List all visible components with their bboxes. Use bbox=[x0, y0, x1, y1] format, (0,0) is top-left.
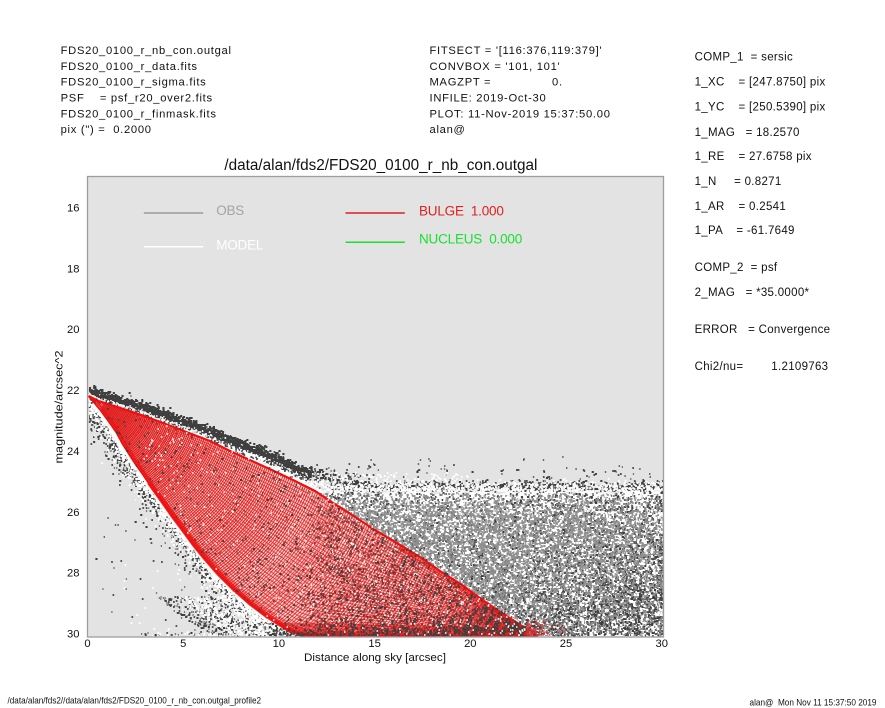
svg-text:1_XC = [247.8750] pix: 1_XC = [247.8750] pix bbox=[695, 77, 826, 89]
svg-text:1_N = 0.8271: 1_N = 0.8271 bbox=[695, 176, 782, 188]
svg-text:16: 16 bbox=[67, 203, 79, 215]
svg-text:FITSECT = '[116:376,119:379]': FITSECT = '[116:376,119:379]' bbox=[430, 45, 603, 57]
svg-text:CONVBOX = '101, 101': CONVBOX = '101, 101' bbox=[430, 61, 561, 73]
svg-text:Chi2/nu= 1.2109763: Chi2/nu= 1.2109763 bbox=[695, 361, 829, 373]
svg-text:alan@: alan@ bbox=[430, 124, 466, 136]
svg-text:1_RE = 27.6758 pix: 1_RE = 27.6758 pix bbox=[695, 151, 812, 163]
svg-text:MODEL: MODEL bbox=[216, 237, 264, 252]
svg-text:1_YC = [250.5390] pix: 1_YC = [250.5390] pix bbox=[695, 101, 826, 113]
svg-text:15: 15 bbox=[368, 638, 380, 650]
svg-text:/data/alan/fds2//data/alan/fds: /data/alan/fds2//data/alan/fds2/FDS20_01… bbox=[8, 695, 262, 705]
svg-text:28: 28 bbox=[67, 568, 79, 580]
svg-text:1_MAG = 18.2570: 1_MAG = 18.2570 bbox=[695, 127, 800, 139]
svg-text:0: 0 bbox=[84, 638, 90, 650]
svg-text:24: 24 bbox=[67, 446, 79, 458]
svg-text:0.: 0. bbox=[552, 77, 563, 89]
svg-text:1_AR = 0.2541: 1_AR = 0.2541 bbox=[695, 201, 786, 213]
svg-text:30: 30 bbox=[67, 629, 79, 641]
svg-text:INFILE: 2019-Oct-30: INFILE: 2019-Oct-30 bbox=[430, 93, 547, 105]
svg-text:magnitude/arcsec^2: magnitude/arcsec^2 bbox=[54, 351, 66, 464]
svg-text:2_MAG = *35.0000*: 2_MAG = *35.0000* bbox=[695, 287, 810, 299]
svg-text:PSF = psf_r20_over2.fits: PSF = psf_r20_over2.fits bbox=[61, 93, 213, 105]
svg-text:Distance along sky [arcsec]: Distance along sky [arcsec] bbox=[304, 652, 446, 664]
svg-text:FDS20_0100_r_data.fits: FDS20_0100_r_data.fits bbox=[61, 61, 198, 73]
svg-text:BULGE 1.000: BULGE 1.000 bbox=[419, 204, 504, 219]
svg-text:ERROR = Convergence: ERROR = Convergence bbox=[695, 324, 831, 336]
svg-text:26: 26 bbox=[67, 507, 79, 519]
svg-text:FDS20_0100_r_sigma.fits: FDS20_0100_r_sigma.fits bbox=[61, 77, 207, 89]
svg-text:PLOT: 11-Nov-2019 15:37:50.00: PLOT: 11-Nov-2019 15:37:50.00 bbox=[430, 108, 611, 120]
svg-text:FDS20_0100_r_finmask.fits: FDS20_0100_r_finmask.fits bbox=[61, 108, 217, 120]
svg-text:COMP_2 = psf: COMP_2 = psf bbox=[695, 262, 778, 274]
svg-text:pix (") = 0.2000: pix (") = 0.2000 bbox=[61, 124, 152, 136]
svg-text:alan@ Mon Nov 11 15:37:50 201: alan@ Mon Nov 11 15:37:50 2019 bbox=[750, 698, 877, 708]
svg-text:10: 10 bbox=[273, 638, 285, 650]
svg-text:22: 22 bbox=[67, 385, 79, 397]
svg-text:COMP_1 = sersic: COMP_1 = sersic bbox=[695, 52, 793, 64]
svg-text:1_PA = -61.7649: 1_PA = -61.7649 bbox=[695, 225, 795, 237]
svg-text:20: 20 bbox=[464, 638, 476, 650]
svg-text:FDS20_0100_r_nb_con.outgal: FDS20_0100_r_nb_con.outgal bbox=[61, 45, 232, 57]
svg-text:25: 25 bbox=[560, 638, 572, 650]
svg-text:30: 30 bbox=[655, 638, 667, 650]
svg-text:/data/alan/fds2/FDS20_0100_r_n: /data/alan/fds2/FDS20_0100_r_nb_con.outg… bbox=[224, 157, 537, 174]
svg-text:18: 18 bbox=[67, 263, 79, 275]
svg-text:OBS: OBS bbox=[216, 203, 244, 218]
svg-text:5: 5 bbox=[180, 638, 186, 650]
svg-text:MAGZPT =: MAGZPT = bbox=[430, 77, 492, 89]
svg-text:NUCLEUS 0.000: NUCLEUS 0.000 bbox=[419, 232, 522, 247]
svg-text:20: 20 bbox=[67, 324, 79, 336]
